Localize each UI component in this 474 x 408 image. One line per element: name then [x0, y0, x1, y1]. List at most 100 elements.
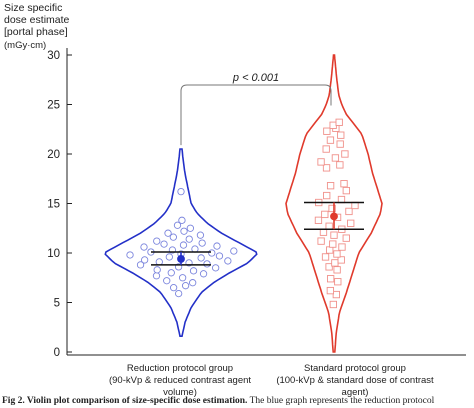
y-axis-unit: (mGy·cm): [4, 40, 47, 51]
data-point: [317, 237, 325, 245]
data-point: [335, 118, 343, 126]
data-point: [181, 282, 190, 290]
data-point: [167, 269, 175, 277]
data-point: [333, 250, 341, 258]
data-point: [203, 260, 211, 268]
y-tick-label: 0: [54, 347, 60, 359]
p-value-annotation: p < 0.001: [232, 72, 279, 84]
data-point: [317, 158, 325, 166]
data-point: [179, 241, 188, 249]
mean-marker-reduction: [177, 255, 185, 263]
data-point: [321, 253, 330, 261]
data-point: [189, 267, 198, 275]
violin-outline-standard: [285, 54, 383, 353]
data-point: [215, 252, 224, 260]
data-point: [326, 286, 335, 295]
group-label-reduction: Reduction protocol group (90-kVp & reduc…: [100, 363, 260, 399]
data-point: [163, 277, 171, 285]
group-label-line: Standard protocol group: [304, 363, 406, 374]
significance-bracket: [180, 84, 332, 146]
data-point: [211, 264, 220, 272]
y-tick-label: 30: [47, 50, 60, 62]
data-point: [177, 187, 185, 196]
figure-caption: Fig 2. Violin plot comparison of size-sp…: [2, 396, 472, 406]
group-label-line: Reduction protocol group: [126, 363, 234, 374]
figure-caption-label: Fig 2. Violin plot comparison of size-sp…: [2, 396, 248, 406]
data-point: [326, 246, 334, 254]
data-point: [186, 224, 195, 232]
data-point: [169, 283, 178, 292]
data-point: [136, 261, 145, 269]
group-label-standard: Standard protocol group (100-kVp & stand…: [262, 363, 448, 399]
data-point: [329, 240, 337, 248]
y-axis-title-line: dose estimate: [4, 14, 70, 26]
violin-outline-reduction: [104, 148, 258, 337]
data-point: [140, 256, 149, 264]
data-point: [321, 210, 329, 219]
data-point: [178, 216, 186, 224]
y-axis-title-line: [portal phase]: [4, 26, 68, 38]
data-point: [341, 150, 349, 158]
data-point: [126, 251, 134, 259]
data-point: [224, 257, 232, 265]
y-tick-label: 10: [47, 248, 60, 260]
data-point: [347, 219, 355, 227]
data-point: [337, 256, 345, 264]
data-point: [342, 186, 350, 195]
data-point: [331, 259, 339, 267]
data-point: [140, 243, 148, 251]
data-point: [323, 127, 331, 135]
data-point: [165, 253, 173, 261]
data-point: [338, 243, 346, 251]
data-point: [180, 227, 188, 235]
y-tick-label: 5: [54, 298, 60, 310]
data-point: [314, 216, 323, 224]
data-point: [198, 239, 206, 247]
group-label-line: (100-kVp & standard dose of contrast age…: [276, 375, 434, 398]
data-point: [323, 191, 331, 200]
data-point: [337, 131, 345, 139]
data-point: [340, 180, 348, 188]
data-point: [197, 254, 205, 262]
y-axis-title-line: Size specific: [4, 2, 63, 14]
data-point: [333, 266, 341, 274]
data-point: [178, 274, 187, 282]
data-point: [160, 240, 168, 248]
data-point: [230, 247, 238, 255]
data-point: [331, 154, 340, 162]
figure-caption-text: The blue graph represents the reduction …: [247, 396, 435, 406]
data-point: [329, 300, 337, 309]
data-point: [199, 270, 208, 278]
data-point: [152, 272, 161, 280]
data-point: [174, 289, 183, 298]
data-point: [329, 121, 337, 129]
data-point: [208, 249, 216, 257]
data-point: [336, 161, 344, 169]
data-point: [342, 234, 350, 242]
data-point: [322, 164, 331, 172]
y-tick-label: 15: [47, 199, 60, 211]
data-point: [345, 207, 353, 216]
data-point: [326, 182, 335, 190]
mean-marker-standard: [330, 212, 338, 221]
data-point: [164, 229, 172, 237]
data-point: [325, 263, 333, 271]
data-point: [185, 235, 193, 243]
data-point: [173, 221, 182, 229]
data-point: [153, 266, 161, 274]
y-axis-title: Size specific dose estimate [portal phas…: [4, 2, 69, 52]
data-point: [332, 290, 340, 299]
group-label-line: (90-kVp & reduced contrast agent volume): [108, 375, 252, 398]
data-point: [327, 275, 335, 283]
data-point: [169, 233, 177, 241]
data-point: [334, 278, 342, 286]
data-point: [330, 231, 338, 239]
data-point: [326, 136, 335, 144]
data-point: [213, 242, 221, 250]
data-point: [328, 204, 336, 213]
data-point: [189, 279, 197, 287]
y-tick-label: 20: [47, 149, 60, 161]
data-point: [322, 145, 330, 153]
data-point: [153, 237, 161, 245]
